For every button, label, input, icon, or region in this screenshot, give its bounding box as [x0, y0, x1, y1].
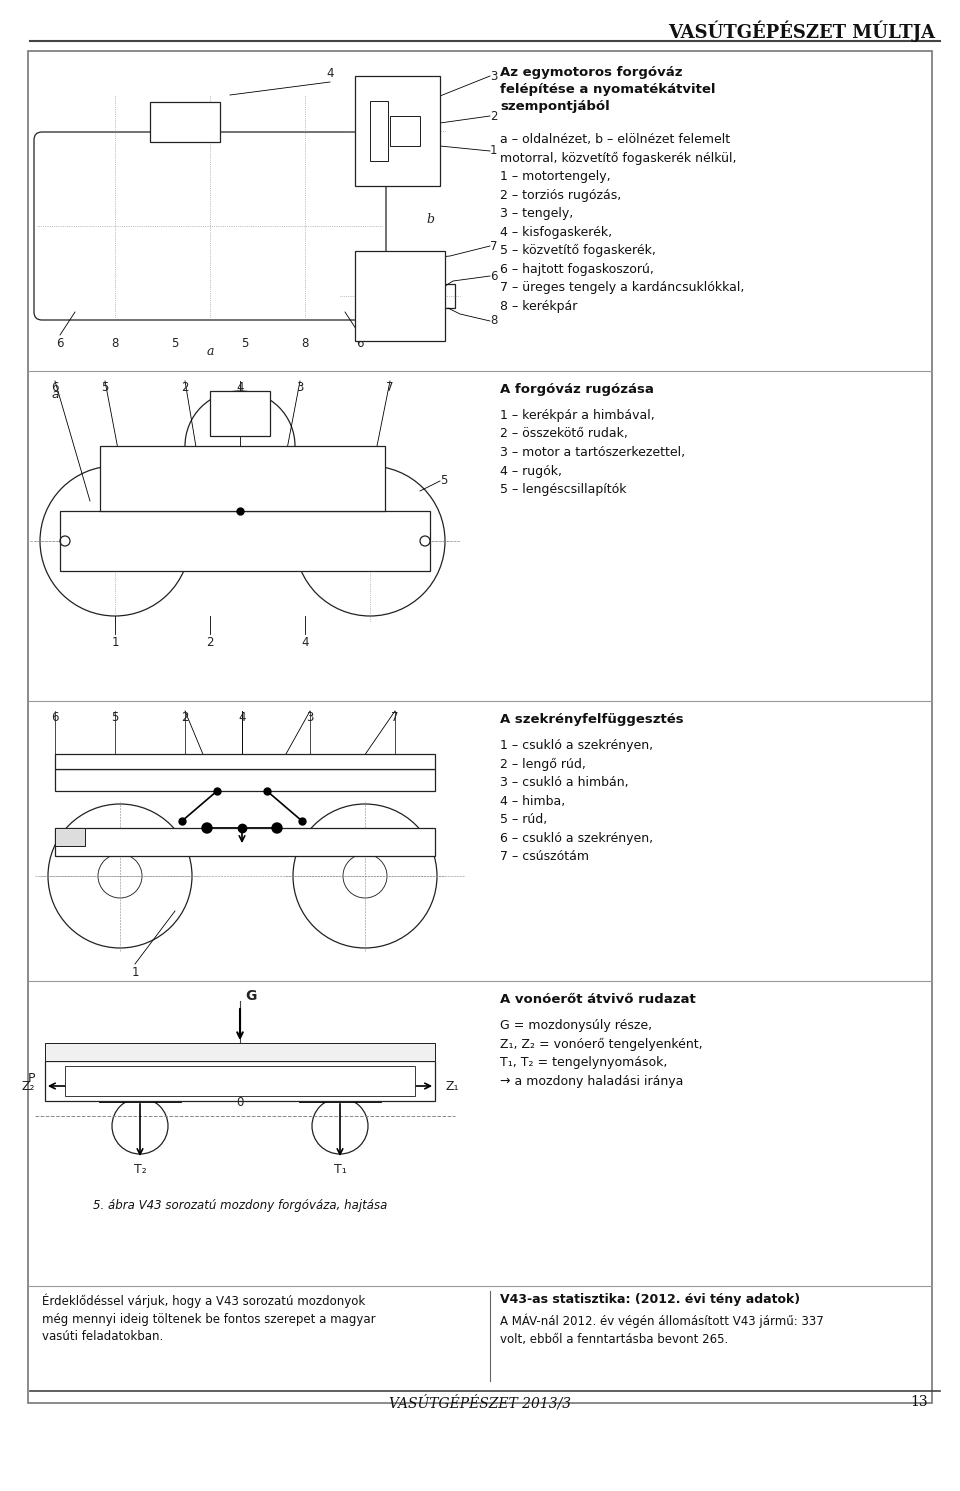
Text: 2: 2: [206, 637, 214, 649]
Text: 6: 6: [57, 337, 63, 350]
Text: 5: 5: [111, 711, 119, 725]
Text: 5: 5: [102, 382, 108, 394]
Text: 1: 1: [111, 637, 119, 649]
Text: 8: 8: [490, 315, 497, 328]
Text: 6: 6: [51, 711, 59, 725]
Text: Z₁: Z₁: [445, 1079, 459, 1093]
Bar: [45, 1062, 435, 1100]
Text: 4: 4: [326, 67, 334, 81]
Text: Az egymotoros forgóváz
felépítése a nyomatékátvitel
szempontjából: Az egymotoros forgóváz felépítése a nyom…: [500, 66, 715, 113]
Text: G: G: [245, 989, 256, 1003]
Text: 1 – csukló a szekrényen,
2 – lengő rúd,
3 – csukló a himbán,
4 – himba,
5 – rúd,: 1 – csukló a szekrényen, 2 – lengő rúd, …: [500, 740, 653, 863]
Text: 7: 7: [392, 711, 398, 725]
Text: T₂: T₂: [133, 1163, 146, 1176]
Circle shape: [202, 823, 212, 833]
Text: 6: 6: [51, 382, 59, 394]
Text: VASÚTGÉPÉSZET MÚLTJA: VASÚTGÉPÉSZET MÚLTJA: [668, 21, 935, 43]
Text: 8: 8: [111, 337, 119, 350]
Text: 3: 3: [297, 382, 303, 394]
Circle shape: [272, 823, 282, 833]
Text: T₁: T₁: [334, 1163, 347, 1176]
Bar: [390, 116, 420, 146]
Bar: [55, 754, 435, 769]
Text: 6: 6: [356, 337, 364, 350]
Bar: [355, 250, 445, 341]
Bar: [370, 101, 388, 161]
Text: a: a: [206, 344, 214, 358]
Text: VASÚTGÉPÉSZET 2013/3: VASÚTGÉPÉSZET 2013/3: [389, 1396, 571, 1410]
Text: Z₂: Z₂: [21, 1079, 35, 1093]
Text: a – oldalnézet, b – elölnézet felemelt
motorral, közvetítő fogaskerék nélkül,
1 : a – oldalnézet, b – elölnézet felemelt m…: [500, 133, 744, 313]
Text: 5. ábra V43 sorozatú mozdony forgóváza, hajtása: 5. ábra V43 sorozatú mozdony forgóváza, …: [93, 1199, 387, 1212]
Text: 13: 13: [910, 1396, 928, 1409]
Bar: [443, 283, 455, 309]
Text: 8: 8: [301, 337, 309, 350]
Bar: [55, 828, 435, 856]
Text: 4: 4: [236, 382, 244, 394]
Text: 5: 5: [171, 337, 179, 350]
Text: V43-as statisztika: (2012. évi tény adatok): V43-as statisztika: (2012. évi tény adat…: [500, 1293, 800, 1306]
Text: A MÁV-nál 2012. év végén állomásított V43 jármű: 337
volt, ebből a fenntartásba : A MÁV-nál 2012. év végén állomásított V4…: [500, 1314, 824, 1346]
Text: P: P: [28, 1072, 35, 1085]
Text: G = mozdonysúly része,
Z₁, Z₂ = vonóerő tengelyenként,
T₁, T₂ = tengelynyomások,: G = mozdonysúly része, Z₁, Z₂ = vonóerő …: [500, 1018, 703, 1088]
Text: A szekrényfelfüggesztés: A szekrényfelfüggesztés: [500, 713, 684, 726]
Text: 5: 5: [440, 474, 447, 488]
Text: 2: 2: [490, 109, 497, 122]
Text: 4: 4: [301, 637, 309, 649]
Bar: [345, 283, 357, 309]
Bar: [100, 446, 385, 511]
Text: 2: 2: [181, 711, 189, 725]
Text: b: b: [426, 213, 434, 227]
Text: 6: 6: [490, 270, 497, 282]
Bar: [55, 828, 85, 845]
Text: 1: 1: [132, 966, 139, 980]
Text: Érdeklődéssel várjuk, hogy a V43 sorozatú mozdonyok
még mennyi ideig töltenek be: Érdeklődéssel várjuk, hogy a V43 sorozat…: [42, 1293, 375, 1343]
Text: 0: 0: [236, 1096, 244, 1109]
Bar: [65, 1066, 415, 1096]
Text: 3: 3: [490, 70, 497, 82]
Text: 3: 3: [306, 711, 314, 725]
Text: A forgóváz rugózása: A forgóváz rugózása: [500, 383, 654, 397]
Text: 5: 5: [241, 337, 249, 350]
Bar: [55, 769, 435, 792]
Bar: [60, 511, 430, 571]
Text: 7: 7: [386, 382, 394, 394]
Text: a: a: [51, 388, 59, 401]
FancyBboxPatch shape: [34, 133, 386, 321]
Text: A vonóerőt átvivő rudazat: A vonóerőt átvivő rudazat: [500, 993, 696, 1006]
Bar: [45, 1044, 435, 1062]
Bar: [210, 391, 270, 435]
Text: 1 – kerékpár a himbával,
2 – összekötő rudak,
3 – motor a tartószerkezettel,
4 –: 1 – kerékpár a himbával, 2 – összekötő r…: [500, 409, 685, 497]
Bar: [150, 101, 220, 142]
Bar: [355, 76, 440, 186]
Text: 1: 1: [490, 145, 497, 158]
Text: 7: 7: [490, 240, 497, 252]
Text: 2: 2: [181, 382, 189, 394]
Text: 4: 4: [238, 711, 246, 725]
